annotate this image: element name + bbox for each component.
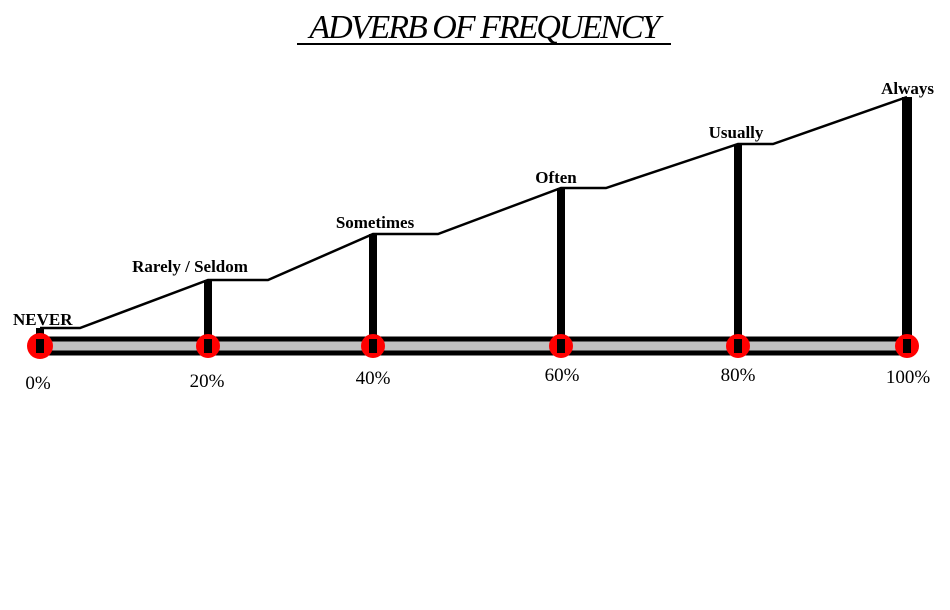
diagram-title: ADVERB OF FREQUENCY [307,9,663,46]
level-labels: NEVER Rarely / Seldom Sometimes Often Usuall… [13,79,934,329]
staircase-line [40,95,908,330]
percent-label-rarely-seldom: 20% [190,371,225,392]
marker-core-always [903,339,911,353]
percent-label-never: 0% [25,373,51,394]
level-markers [27,333,919,359]
level-posts [36,97,912,346]
percent-label-usually: 80% [721,365,756,386]
level-label-often: Often [535,168,577,187]
percent-labels: 0% 20% 40% 60% 80% 100% [25,365,930,394]
marker-core-usually [734,339,742,353]
baseline-bar-rect [35,336,913,356]
percent-label-always: 100% [886,367,931,388]
level-label-sometimes: Sometimes [336,213,415,232]
percent-label-sometimes: 40% [356,368,391,389]
percent-label-often: 60% [545,365,580,386]
frequency-baseline-bar [35,336,913,356]
marker-core-often [557,339,565,353]
level-label-never: NEVER [13,310,73,329]
marker-core-rarely-seldom [204,339,212,353]
marker-core-sometimes [369,339,377,353]
level-label-usually: Usually [709,123,764,142]
level-label-rarely-seldom: Rarely / Seldom [132,257,248,276]
level-label-always: Always [881,79,934,98]
marker-core-never [36,339,44,353]
title-group: ADVERB OF FREQUENCY [297,9,671,46]
